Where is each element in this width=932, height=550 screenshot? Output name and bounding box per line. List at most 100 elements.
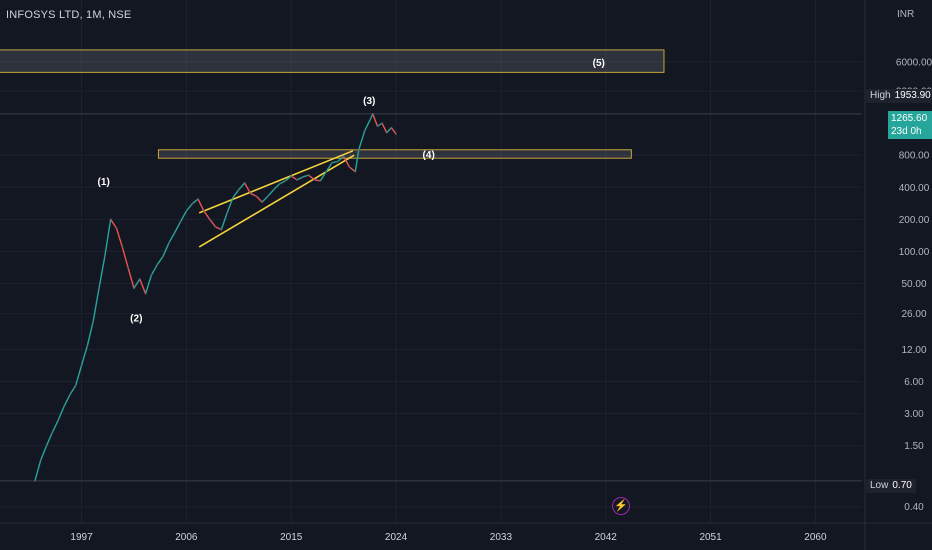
y-tick-label: 800.00 (899, 151, 930, 162)
data-point (371, 113, 374, 115)
price-segment (377, 122, 383, 127)
wave-label: (2) (130, 313, 142, 324)
data-point (115, 227, 118, 230)
data-point (301, 176, 304, 178)
data-point (284, 179, 287, 182)
data-point (156, 263, 159, 266)
price-segment (226, 197, 234, 214)
y-tick-label: 100.00 (899, 247, 930, 258)
price-segment (144, 274, 153, 294)
data-point (68, 393, 71, 396)
price-segment (174, 221, 182, 233)
price-segment (244, 182, 252, 194)
data-point (390, 126, 393, 129)
data-point (369, 118, 372, 120)
bar-countdown: 23d 0h (891, 126, 922, 137)
wave-label: (5) (593, 58, 605, 69)
price-segment (314, 179, 321, 182)
data-point (336, 160, 339, 163)
price-segment (40, 445, 48, 461)
price-segment (279, 180, 286, 185)
data-point (133, 287, 135, 290)
price-segment (45, 431, 54, 446)
x-tick-label: 2015 (280, 532, 303, 543)
price-segment (290, 175, 298, 181)
x-tick-label: 1997 (70, 532, 93, 543)
data-point (162, 255, 164, 258)
x-tick-label: 2042 (595, 532, 618, 543)
target-zone (157, 149, 632, 159)
y-tick-label: 50.00 (901, 279, 926, 290)
data-point (363, 130, 366, 132)
price-segment (220, 212, 228, 230)
data-point (57, 419, 60, 422)
x-tick-label: 2060 (804, 532, 827, 543)
data-point (307, 174, 310, 177)
data-point (325, 170, 328, 173)
price-segment (150, 264, 158, 276)
data-point (319, 179, 322, 182)
price-segment (75, 365, 83, 386)
price-segment (349, 166, 356, 173)
data-point (208, 218, 211, 221)
y-tick-label: 6.00 (904, 377, 924, 388)
last-price-value: 1265.60 (891, 113, 928, 124)
target-zones (0, 49, 665, 159)
data-point (385, 131, 388, 134)
currency-label: INR (897, 9, 915, 20)
price-segment (381, 122, 388, 134)
y-tick-label: 3.00 (904, 409, 924, 420)
data-point (197, 198, 199, 200)
data-point (249, 192, 252, 195)
price-segment (156, 255, 164, 266)
price-segment (273, 183, 281, 191)
price-segment (284, 175, 292, 182)
price-segment (104, 219, 112, 257)
data-point (74, 384, 77, 387)
price-segment (358, 130, 366, 150)
price-segment (255, 195, 263, 203)
data-point (272, 188, 275, 191)
price-segment (238, 182, 246, 191)
data-point (150, 274, 153, 276)
price-segment (215, 226, 222, 231)
price-segment (203, 210, 211, 220)
price-segment (343, 156, 351, 168)
wave-label: (3) (363, 96, 375, 107)
data-point (45, 444, 48, 447)
price-segment (337, 155, 345, 162)
low-label: Low (870, 480, 889, 491)
data-point (51, 431, 54, 434)
y-tick-label: 12.00 (901, 345, 926, 356)
x-tick-label: 2051 (699, 532, 722, 543)
price-segment (232, 189, 240, 199)
price-segment (185, 203, 193, 212)
time-axis[interactable]: 1997 2006 2015 2024 2033 2042 2051 2060 (0, 522, 932, 543)
price-segment (63, 394, 71, 407)
data-point (103, 255, 106, 258)
wave-label: (1) (98, 177, 110, 188)
y-tick-label: 0.40 (904, 502, 924, 513)
price-segment (296, 176, 304, 181)
price-segment (372, 113, 379, 127)
data-point (220, 228, 223, 231)
price-segment (250, 192, 257, 197)
data-point (232, 196, 234, 199)
data-point (185, 209, 188, 212)
price-segment (34, 459, 42, 482)
reference-lines (0, 113, 862, 482)
lightning-icon[interactable]: ⚡ (612, 497, 630, 515)
data-point (226, 211, 229, 214)
data-point (214, 225, 217, 228)
data-point (168, 242, 170, 244)
price-segment (69, 385, 77, 396)
data-point (290, 175, 293, 177)
data-point (395, 133, 397, 135)
price-axis[interactable]: 6000.003200.00800.00400.00200.00100.0050… (864, 0, 932, 550)
data-point (202, 209, 205, 212)
price-segment (179, 210, 187, 223)
data-point (80, 364, 83, 367)
data-point (342, 155, 345, 158)
data-point (86, 344, 89, 347)
